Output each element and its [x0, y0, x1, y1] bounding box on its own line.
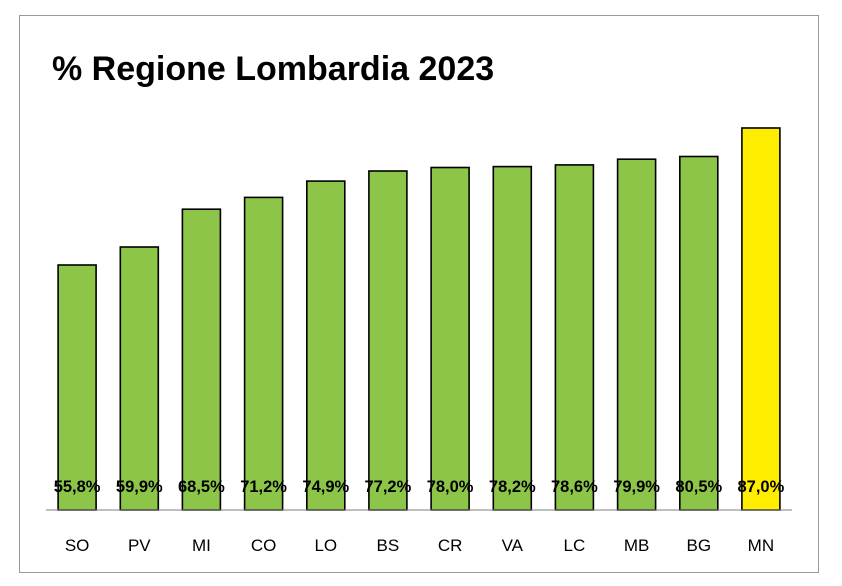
data-label-lc: 78,6%	[551, 478, 598, 496]
bar-mi	[181, 208, 222, 511]
bar-bg	[678, 155, 719, 511]
bar-va	[492, 165, 533, 511]
data-label-mb: 79,9%	[613, 478, 660, 496]
data-label-so: 55,8%	[54, 478, 101, 496]
chart-title: % Regione Lombardia 2023	[52, 50, 494, 88]
data-label-mi: 68,5%	[178, 478, 225, 496]
bar-mb	[616, 158, 657, 511]
category-label-mi: MI	[192, 536, 211, 555]
value-labels-group: 55,8% 59,9% 68,5% 71,2% 74,9% 77,2% 78,0% 78,2%…	[54, 478, 785, 496]
bars-group	[57, 127, 781, 511]
data-label-lo: 74,9%	[302, 478, 349, 496]
category-label-cr: CR	[438, 536, 463, 555]
category-label-so: SO	[65, 536, 90, 555]
category-label-bg: BG	[687, 536, 712, 555]
data-label-bs: 77,2%	[365, 478, 412, 496]
bar-pv	[119, 246, 160, 511]
category-labels-group: SO PV MI CO LO BS CR VA LC MB BG MN	[65, 536, 774, 555]
category-label-lo: LO	[314, 536, 337, 555]
category-label-lc: LC	[564, 536, 586, 555]
category-label-co: CO	[251, 536, 277, 555]
bar-cr	[430, 166, 470, 511]
data-label-va: 78,2%	[489, 478, 536, 496]
category-label-bs: BS	[377, 536, 400, 555]
data-label-pv: 59,9%	[116, 478, 163, 496]
bar-so	[57, 264, 97, 511]
data-label-cr: 78,0%	[427, 478, 474, 496]
bar-bs	[368, 170, 408, 511]
category-label-mn: MN	[748, 536, 774, 555]
data-label-bg: 80,5%	[675, 478, 722, 496]
data-label-co: 71,2%	[240, 478, 287, 496]
category-label-va: VA	[502, 536, 524, 555]
bar-mn	[741, 127, 781, 511]
bar-co	[243, 196, 284, 511]
data-label-mn: 87,0%	[738, 478, 785, 496]
bar-lo	[305, 180, 346, 511]
category-label-pv: PV	[128, 536, 151, 555]
bar-lc	[554, 164, 595, 511]
category-label-mb: MB	[624, 536, 650, 555]
